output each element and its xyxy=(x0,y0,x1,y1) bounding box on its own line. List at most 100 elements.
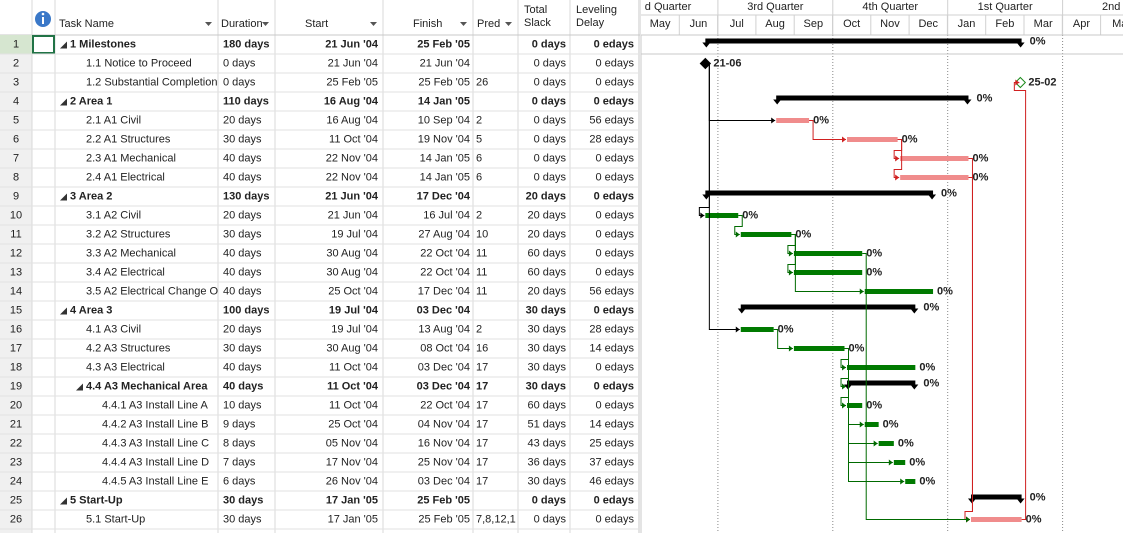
cell-finish: 03 Dec '04 xyxy=(418,361,470,373)
month-label: Jun xyxy=(690,18,708,30)
cell-finish: 25 Feb '05 xyxy=(417,38,470,50)
collapse-toggle[interactable] xyxy=(60,497,67,505)
link-arrow xyxy=(1015,79,1020,86)
row-number-selected xyxy=(0,35,32,54)
cell-duration: 40 days xyxy=(223,266,262,278)
cell-pred: 16 xyxy=(476,342,488,354)
row-number: 12 xyxy=(10,247,22,259)
summary-bar xyxy=(776,95,969,101)
cell-start: 05 Nov '04 xyxy=(326,437,378,449)
cell-finish: 14 Jan '05 xyxy=(418,95,470,107)
cell-finish: 22 Oct '04 xyxy=(420,247,470,259)
sort-arrow[interactable] xyxy=(460,22,467,26)
collapse-toggle[interactable] xyxy=(60,193,67,201)
cell-pred: 11 xyxy=(476,266,487,278)
month-label: Oct xyxy=(843,18,860,30)
collapse-toggle[interactable] xyxy=(60,98,67,106)
cell-finish: 14 Jan '05 xyxy=(420,152,470,164)
cell-start: 25 Feb '05 xyxy=(326,76,378,88)
link-arrow xyxy=(895,174,900,181)
bar-label: 0% xyxy=(923,301,939,313)
cell-pred: 17 xyxy=(476,475,488,487)
cell-delay: 0 edays xyxy=(595,266,634,278)
cell-name: 4 Area 3 xyxy=(70,304,112,316)
cell-delay: 56 edays xyxy=(589,285,634,297)
info-icon-stem xyxy=(42,17,44,24)
cell-start: 30 Aug '04 xyxy=(326,266,378,278)
sort-arrow[interactable] xyxy=(505,22,512,26)
bar-label: 0% xyxy=(909,456,925,468)
summary-bar xyxy=(705,190,934,196)
collapse-toggle[interactable] xyxy=(60,307,67,315)
dependency-link xyxy=(791,234,864,292)
cell-duration: 40 days xyxy=(223,285,262,297)
cell-start: 16 Aug '04 xyxy=(326,114,378,126)
column-header: Pred xyxy=(477,18,500,30)
cell-finish: 08 Oct '04 xyxy=(420,342,470,354)
link-arrow xyxy=(842,364,847,371)
row-number: 20 xyxy=(10,399,22,411)
bar-label: 0% xyxy=(778,323,794,335)
row-number: 7 xyxy=(13,152,19,164)
row-number: 4 xyxy=(13,95,19,107)
task-bar xyxy=(740,327,774,332)
column-header: Total xyxy=(524,4,547,16)
cell-slack: 60 days xyxy=(527,247,566,259)
month-label: May xyxy=(650,18,671,30)
bar-label: 0% xyxy=(795,228,811,240)
month-label: Dec xyxy=(918,18,938,30)
month-label: Jan xyxy=(958,18,976,30)
cell-slack: 30 days xyxy=(526,380,566,392)
cell-finish: 04 Nov '04 xyxy=(418,418,470,430)
task-bar xyxy=(900,175,969,180)
cell-duration: 30 days xyxy=(223,494,263,506)
collapse-toggle[interactable] xyxy=(76,383,83,391)
cell-duration: 110 days xyxy=(223,95,269,107)
cell-duration: 0 days xyxy=(223,76,256,88)
cell-finish: 25 Feb '05 xyxy=(418,76,470,88)
cell-delay: 0 edays xyxy=(595,228,634,240)
cell-finish: 25 Feb '05 xyxy=(418,513,470,525)
cell-finish: 17 Dec '04 xyxy=(417,190,471,202)
cell-start: 21 Jun '04 xyxy=(328,209,378,221)
cell-slack: 0 days xyxy=(534,57,567,69)
row-number: 9 xyxy=(13,190,19,202)
task-bar xyxy=(793,251,863,256)
link-arrow xyxy=(788,345,793,352)
cell-start: 30 Aug '04 xyxy=(326,247,378,259)
collapse-toggle[interactable] xyxy=(60,41,67,49)
cell-duration: 100 days xyxy=(223,304,269,316)
cell-delay: 56 edays xyxy=(589,114,634,126)
cell-name: 1 Milestones xyxy=(70,38,136,50)
cell-pred: 17 xyxy=(476,437,488,449)
cell-finish: 25 Nov '04 xyxy=(418,456,470,468)
row-number: 24 xyxy=(10,475,22,487)
cell-pred: 7,8,12,1 xyxy=(476,513,516,525)
cell-name: 4.4.3 A3 Install Line C xyxy=(102,437,209,449)
cell-name: 3.2 A2 Structures xyxy=(86,228,171,240)
cell-finish: 16 Nov '04 xyxy=(418,437,470,449)
link-arrow xyxy=(900,478,905,485)
quarter-label: d Quarter xyxy=(645,1,692,13)
task-bar xyxy=(847,365,916,370)
row-number: 22 xyxy=(10,437,22,449)
sort-arrow[interactable] xyxy=(262,22,269,26)
cell-name: 2.1 A1 Civil xyxy=(86,114,141,126)
cell-pred: 17 xyxy=(476,456,488,468)
cell-delay: 0 edays xyxy=(595,513,634,525)
cell-finish: 03 Dec '04 xyxy=(417,380,471,392)
bar-label: 0% xyxy=(866,247,882,259)
cell-delay: 28 edays xyxy=(589,133,634,145)
cell-pred: 17 xyxy=(476,380,488,392)
bar-label: 0% xyxy=(976,92,992,104)
sort-arrow[interactable] xyxy=(205,22,212,26)
cell-finish: 27 Aug '04 xyxy=(418,228,470,240)
bar-label: 0% xyxy=(941,187,957,199)
bar-label: 0% xyxy=(849,342,865,354)
sort-arrow[interactable] xyxy=(370,22,377,26)
cell-name: 4.2 A3 Structures xyxy=(86,342,171,354)
dependency-link xyxy=(862,253,970,520)
link-arrow xyxy=(842,402,847,409)
cell-duration: 6 days xyxy=(223,475,256,487)
